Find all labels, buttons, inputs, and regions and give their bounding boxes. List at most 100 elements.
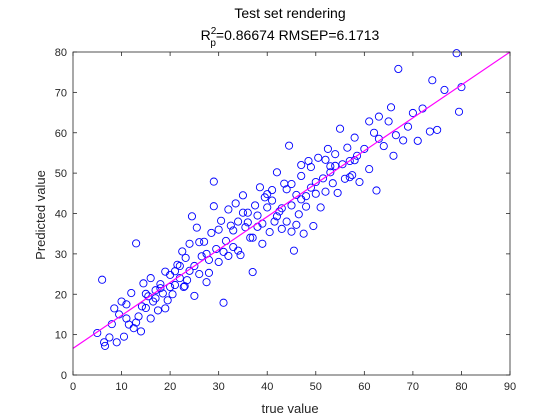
data-point [170,280,180,290]
data-point [294,210,303,219]
data-point [175,261,184,271]
data-point [350,133,359,142]
data-point [234,217,243,226]
data-point [127,288,136,298]
data-point [251,201,260,210]
r2-subscript: p [210,38,216,49]
data-point [98,275,107,284]
plot-area: 0 10 20 30 40 50 60 70 80 90 0 10 20 30 40 50 60 70 80 [55,47,516,393]
data-point [306,163,315,172]
data-point [314,153,323,162]
data-point [258,239,267,248]
data-point [112,338,121,347]
data-point [195,238,204,247]
data-point [331,161,340,170]
data-point [204,268,214,277]
data-point [129,324,138,333]
data-point [326,168,335,177]
data-point [181,253,190,262]
r2-superscript: 2 [211,26,217,37]
data-point [268,196,277,205]
data-point [170,267,180,276]
data-point [299,229,308,238]
data-point [399,136,408,145]
data-point [156,280,165,289]
data-point [379,142,388,151]
data-point [355,177,364,187]
data-point [180,282,189,291]
data-point [311,177,320,187]
data-point [374,112,383,121]
data-point [185,266,194,275]
data-point [122,300,131,309]
data-point [287,179,296,189]
data-point [144,292,153,301]
data-point [185,239,194,248]
x-tick-label: 0 [70,381,76,393]
y-tick-label: 80 [55,47,67,59]
data-point [306,183,315,192]
data-point [302,192,311,201]
chart-title: Test set rendering [234,5,345,21]
data-point [311,189,320,198]
data-point [209,177,218,186]
data-point [202,278,211,287]
x-axis-label: true value [261,401,318,416]
data-point [321,187,330,196]
data-point [100,341,110,350]
y-tick-label: 70 [55,87,67,99]
data-point [292,220,301,229]
data-point [231,199,240,208]
x-tick-label: 80 [455,381,467,393]
data-point [132,239,141,248]
data-point [236,251,245,260]
data-point [309,221,318,231]
data-point [226,221,235,230]
data-point [253,211,262,220]
data-point [214,225,223,234]
data-point [190,261,199,271]
axes-box [72,51,511,376]
data-point [277,224,286,233]
data-point [168,290,177,299]
data-point [153,306,163,315]
r2-symbol: R [201,27,211,43]
data-point [141,303,150,313]
data-point [287,227,296,236]
x-tick-label: 60 [358,381,370,393]
data-point [219,298,228,307]
x-tick-label: 40 [261,381,273,393]
data-point [282,217,291,226]
data-point [345,156,354,166]
data-point [234,246,243,255]
data-point [331,150,340,159]
data-point [321,155,330,164]
data-point [452,49,461,58]
data-point [117,297,126,306]
data-point [336,124,345,133]
data-point [391,131,400,140]
data-point [197,252,206,261]
x-tick-label: 50 [310,381,322,393]
data-point [394,64,403,74]
data-point [105,333,114,342]
data-point [433,125,442,134]
data-point [136,327,146,336]
data-point [224,205,233,214]
data-point [428,76,437,85]
data-point [282,185,291,194]
data-point [156,284,165,293]
data-point [209,202,218,211]
data-point [352,151,362,160]
data-point [403,122,413,131]
x-tick-label: 10 [115,381,127,393]
data-point [124,320,133,329]
data-point [263,203,272,212]
y-axis-label: Predicted value [33,170,48,260]
r2-text: =0.86674 RMSEP=6.1713 [216,27,380,43]
data-point [207,228,216,237]
data-point [272,212,281,221]
y-tick-label: 10 [55,330,67,342]
data-point [425,127,434,136]
